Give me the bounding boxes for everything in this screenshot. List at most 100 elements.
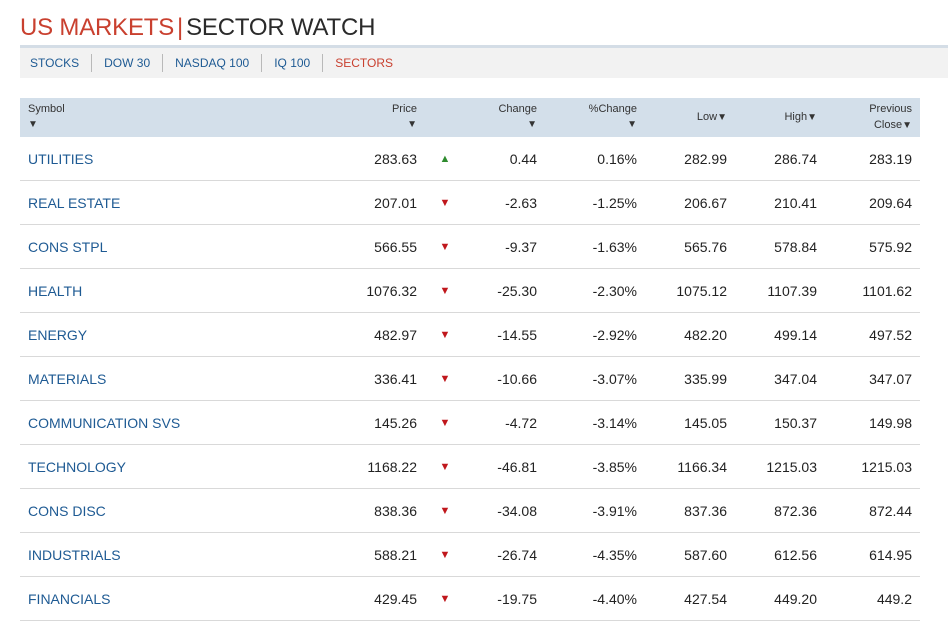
low-cell: 587.60 (645, 532, 735, 577)
low-cell: 427.54 (645, 576, 735, 621)
symbol-cell: ENERGY (20, 312, 240, 357)
column-label-change: Change (498, 103, 537, 115)
column-header-change[interactable]: Change ▼ (465, 98, 545, 137)
sort-down-icon: ▼ (807, 112, 817, 123)
price-cell: 429.45 (240, 576, 425, 621)
table-row[interactable]: UTILITIES 283.63 ▲ 0.44 0.16% 282.99 286.74 283… (20, 137, 920, 181)
sort-down-icon: ▼ (717, 112, 727, 123)
price-cell: 145.26 (240, 400, 425, 445)
table-row[interactable]: MATERIALS 336.41 ▼ -10.66 -3.07% 335.99 347.04… (20, 356, 920, 401)
column-header-previous-close[interactable]: Previous Close▼ (825, 98, 920, 137)
title-divider: | (177, 14, 184, 41)
price-cell: 283.63 (240, 137, 425, 181)
prev-close-cell: 872.44 (825, 488, 920, 533)
symbol-link[interactable]: MATERIALS (28, 370, 107, 387)
table-row[interactable]: CONS DISC 838.36 ▼ -34.08 -3.91% 837.36 872.36… (20, 488, 920, 533)
column-header-low[interactable]: Low▼ (645, 98, 735, 137)
price-cell: 838.36 (240, 488, 425, 533)
high-cell: 1107.39 (735, 268, 825, 313)
high-cell: 612.56 (735, 532, 825, 577)
change-cell: -46.81 (465, 444, 545, 489)
symbol-link[interactable]: CONS STPL (28, 238, 108, 255)
tab-sectors[interactable]: SECTORS (335, 56, 394, 70)
pct-change-cell: -3.85% (545, 444, 645, 489)
pct-change-cell: -1.63% (545, 224, 645, 269)
symbol-link[interactable]: COMMUNICATION SVS (28, 414, 181, 431)
high-cell: 872.36 (735, 488, 825, 533)
change-cell: -26.74 (465, 532, 545, 577)
pct-change-cell: -4.35% (545, 532, 645, 577)
table-row[interactable]: TECHNOLOGY 1168.22 ▼ -46.81 -3.85% 1166.34 121… (20, 444, 920, 489)
table-header-row: Symbol ▼ Price ▼ Change ▼ %Change ▼ Low▼… (20, 98, 920, 137)
price-cell: 482.97 (240, 312, 425, 357)
price-cell: 1168.22 (240, 444, 425, 489)
column-header-direction (425, 98, 465, 137)
symbol-link[interactable]: CONS DISC (28, 502, 106, 519)
symbol-link[interactable]: UTILITIES (28, 150, 94, 167)
table-body: UTILITIES 283.63 ▲ 0.44 0.16% 282.99 286.74 283… (20, 137, 920, 621)
low-cell: 145.05 (645, 400, 735, 445)
prev-close-cell: 1101.62 (825, 268, 920, 313)
table-row[interactable]: COMMUNICATION SVS 145.26 ▼ -4.72 -3.14% 145.0… (20, 400, 920, 445)
tab-nasdaq-100[interactable]: NASDAQ 100 (163, 54, 263, 72)
low-cell: 1166.34 (645, 444, 735, 489)
low-cell: 1075.12 (645, 268, 735, 313)
price-cell: 566.55 (240, 224, 425, 269)
pct-change-cell: -3.14% (545, 400, 645, 445)
prev-close-cell: 149.98 (825, 400, 920, 445)
sector-table: Symbol ▼ Price ▼ Change ▼ %Change ▼ Low▼… (20, 98, 920, 621)
tab-dow-30[interactable]: DOW 30 (92, 54, 164, 72)
arrow-down-icon: ▼ (425, 268, 465, 313)
high-cell: 578.84 (735, 224, 825, 269)
arrow-down-icon: ▼ (425, 444, 465, 489)
pct-change-cell: -4.40% (545, 576, 645, 621)
header-rule (20, 45, 948, 48)
symbol-link[interactable]: FINANCIALS (28, 590, 111, 607)
table-row[interactable]: INDUSTRIALS 588.21 ▼ -26.74 -4.35% 587.60 612.… (20, 532, 920, 577)
table-row[interactable]: REAL ESTATE 207.01 ▼ -2.63 -1.25% 206.67 210.4… (20, 180, 920, 225)
table-row[interactable]: FINANCIALS 429.45 ▼ -19.75 -4.40% 427.54 449.2… (20, 576, 920, 621)
change-cell: 0.44 (465, 137, 545, 181)
arrow-down-icon: ▼ (425, 532, 465, 577)
table-row[interactable]: HEALTH 1076.32 ▼ -25.30 -2.30% 1075.12 1107.39… (20, 268, 920, 313)
symbol-link[interactable]: ENERGY (28, 326, 88, 343)
prev-close-cell: 347.07 (825, 356, 920, 401)
column-header-high[interactable]: High▼ (735, 98, 825, 137)
symbol-link[interactable]: HEALTH (28, 282, 83, 299)
arrow-down-icon: ▼ (425, 312, 465, 357)
column-label-pct-change: %Change (588, 103, 637, 115)
arrow-up-icon: ▲ (425, 137, 465, 181)
sort-down-icon: ▼ (28, 119, 38, 130)
column-header-symbol[interactable]: Symbol ▼ (20, 98, 240, 137)
high-cell: 210.41 (735, 180, 825, 225)
symbol-link[interactable]: INDUSTRIALS (28, 546, 121, 563)
symbol-cell: MATERIALS (20, 356, 240, 401)
table-row[interactable]: CONS STPL 566.55 ▼ -9.37 -1.63% 565.76 578.84 5… (20, 224, 920, 269)
symbol-link[interactable]: TECHNOLOGY (28, 458, 127, 475)
symbol-link[interactable]: REAL ESTATE (28, 194, 121, 211)
sort-down-icon: ▼ (627, 119, 637, 130)
prev-close-cell: 497.52 (825, 312, 920, 357)
column-header-price[interactable]: Price ▼ (240, 98, 425, 137)
symbol-cell: FINANCIALS (20, 576, 240, 621)
arrow-down-icon: ▼ (425, 576, 465, 621)
change-cell: -14.55 (465, 312, 545, 357)
arrow-down-icon: ▼ (425, 400, 465, 445)
column-header-pct-change[interactable]: %Change ▼ (545, 98, 645, 137)
symbol-cell: UTILITIES (20, 137, 240, 181)
table-row[interactable]: ENERGY 482.97 ▼ -14.55 -2.92% 482.20 499.14 497… (20, 312, 920, 357)
change-cell: -2.63 (465, 180, 545, 225)
pct-change-cell: 0.16% (545, 137, 645, 181)
low-cell: 282.99 (645, 137, 735, 181)
high-cell: 347.04 (735, 356, 825, 401)
price-cell: 588.21 (240, 532, 425, 577)
low-cell: 482.20 (645, 312, 735, 357)
symbol-cell: COMMUNICATION SVS (20, 400, 240, 445)
title-markets: US MARKETS (20, 14, 175, 41)
symbol-cell: REAL ESTATE (20, 180, 240, 225)
symbol-cell: HEALTH (20, 268, 240, 313)
tab-iq-100[interactable]: IQ 100 (262, 54, 324, 72)
low-cell: 837.36 (645, 488, 735, 533)
tab-stocks[interactable]: STOCKS (20, 54, 93, 72)
change-cell: -4.72 (465, 400, 545, 445)
